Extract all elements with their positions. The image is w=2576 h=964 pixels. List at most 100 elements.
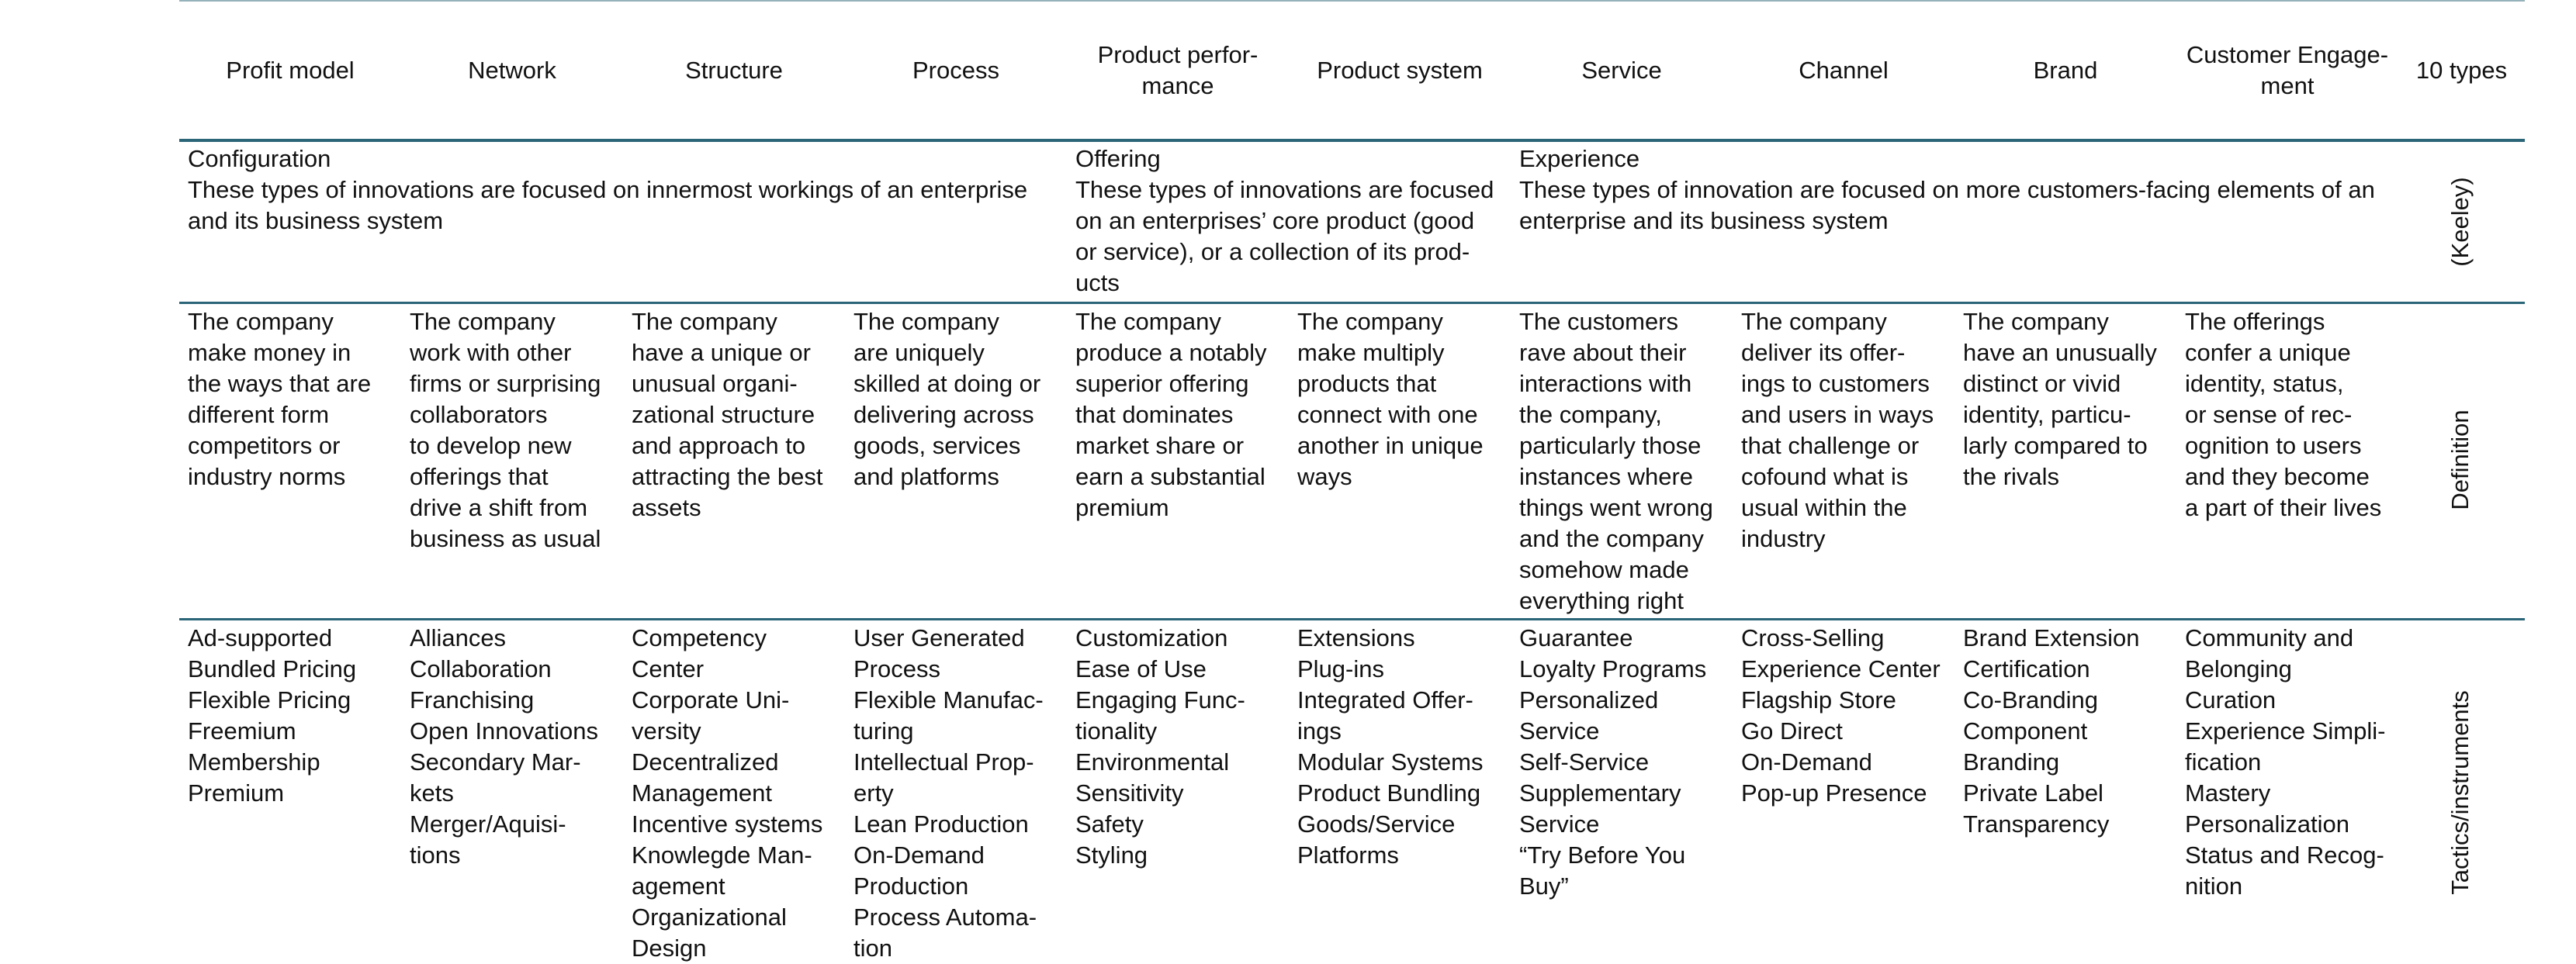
tactic-line: Incentive systems xyxy=(632,810,823,838)
definition-line: to develop new xyxy=(410,432,572,459)
tactic-line: erty xyxy=(853,779,894,807)
tactic-line: ings xyxy=(1297,717,1342,745)
tactic-line: Component xyxy=(1963,717,2088,745)
definition-line: connect with one xyxy=(1297,401,1478,428)
definition-line: identity, particu- xyxy=(1963,401,2131,428)
definition-line: The company xyxy=(1963,308,2109,335)
tactic-line: Flagship Store xyxy=(1741,686,1896,713)
definition-line: ways xyxy=(1297,463,1352,490)
definition-line: The company xyxy=(1741,308,1887,335)
header-cell: Process xyxy=(912,57,999,84)
side-label: Tactics/instruments xyxy=(2446,690,2474,895)
definition-line: superior offering xyxy=(1075,370,1249,397)
tactic-line: Cross-Selling xyxy=(1741,624,1885,651)
definition-line: larly compared to xyxy=(1963,432,2148,459)
tactic-line: Plug-ins xyxy=(1297,655,1384,682)
tactic-line: Bundled Pricing xyxy=(188,655,357,682)
definition-line: everything right xyxy=(1519,587,1684,614)
tactic-line: Environmental xyxy=(1075,748,1230,776)
tactic-line: kets xyxy=(410,779,454,807)
top-rule xyxy=(179,0,2525,2)
header-cell: Product system xyxy=(1317,57,1483,84)
definition-line: The company xyxy=(853,308,999,335)
definition-line: produce a notably xyxy=(1075,339,1267,366)
header-cell: ment xyxy=(2260,72,2315,99)
header-cell: Channel xyxy=(1799,57,1889,84)
definition-line: and platforms xyxy=(853,463,999,490)
tactic-line: Lean Production xyxy=(853,810,1029,838)
row-rule xyxy=(179,618,2525,620)
tactic-line: Product Bundling xyxy=(1297,779,1481,807)
tactic-line: nition xyxy=(2185,872,2243,900)
definition-line: The company xyxy=(1297,308,1443,335)
definition-line: attracting the best xyxy=(632,463,823,490)
tactic-line: Loyalty Programs xyxy=(1519,655,1707,682)
header-rule xyxy=(179,139,2525,142)
tactic-line: turing xyxy=(853,717,914,745)
definition-line: drive a shift from xyxy=(410,494,588,521)
tactic-line: Experience Simpli- xyxy=(2185,717,2386,745)
tactic-line: Co-Branding xyxy=(1963,686,2099,713)
group-text: and its business system xyxy=(188,207,444,234)
group-text: These types of innovation are focused on… xyxy=(1519,176,2375,203)
tactic-line: Collaboration xyxy=(410,655,552,682)
tactic-line: Personalization xyxy=(2185,810,2349,838)
tactic-line: fication xyxy=(2185,748,2262,776)
tactic-line: Freemium xyxy=(188,717,296,745)
tactic-line: Flexible Pricing xyxy=(188,686,351,713)
tactic-line: Mastery xyxy=(2185,779,2271,807)
tactic-line: tions xyxy=(410,841,461,869)
tactic-line: Safety xyxy=(1075,810,1144,838)
definition-line: rave about their xyxy=(1519,339,1687,366)
definition-line: products that xyxy=(1297,370,1437,397)
tactic-line: “Try Before You xyxy=(1519,841,1686,869)
tactic-line: Belonging xyxy=(2185,655,2292,682)
definition-line: identity, status, xyxy=(2185,370,2344,397)
tactic-line: Production xyxy=(853,872,969,900)
definition-line: goods, services xyxy=(853,432,1021,459)
tactic-line: Branding xyxy=(1963,748,2060,776)
definition-line: or sense of rec- xyxy=(2185,401,2353,428)
definition-line: make money in xyxy=(188,339,351,366)
definition-line: industry xyxy=(1741,525,1826,552)
definition-line: have an unusually xyxy=(1963,339,2157,366)
definition-line: delivering across xyxy=(853,401,1034,428)
tactic-line: Transparency xyxy=(1963,810,2110,838)
group-text: or service), or a collection of its prod… xyxy=(1075,238,1470,265)
header-cell: Brand xyxy=(2033,57,2098,84)
row-rule xyxy=(179,302,2525,304)
definition-line: the ways that are xyxy=(188,370,372,397)
definition-line: that challenge or xyxy=(1741,432,1920,459)
definition-line: instances where xyxy=(1519,463,1694,490)
tactic-line: Integrated Offer- xyxy=(1297,686,1473,713)
definition-line: skilled at doing or xyxy=(853,370,1041,397)
header-cell: Profit model xyxy=(226,57,355,84)
page: {"header":[["Profit model"],["Network"],… xyxy=(179,0,2525,962)
tactic-line: Decentralized xyxy=(632,748,779,776)
tactic-line: Organizational xyxy=(632,904,787,931)
tactic-line: Alliances xyxy=(410,624,507,651)
tactic-line: Experience Center xyxy=(1741,655,1941,682)
definition-line: and the company xyxy=(1519,525,1704,552)
definition-line: zational structure xyxy=(632,401,815,428)
tactic-line: Extensions xyxy=(1297,624,1415,651)
tactic-line: Buy” xyxy=(1519,872,1569,900)
definition-line: competitors or xyxy=(188,432,341,459)
definition-line: are uniquely xyxy=(853,339,985,366)
definition-line: assets xyxy=(632,494,701,521)
tactic-line: Modular Systems xyxy=(1297,748,1484,776)
side-label: Definition xyxy=(2446,409,2474,510)
definition-line: particularly those xyxy=(1519,432,1702,459)
tactic-line: On-Demand xyxy=(1741,748,1872,776)
definition-line: another in unique xyxy=(1297,432,1484,459)
tactic-line: Curation xyxy=(2185,686,2277,713)
tactic-line: Open Innovations xyxy=(410,717,599,745)
definition-line: ognition to users xyxy=(2185,432,2362,459)
definition-line: the rivals xyxy=(1963,463,2060,490)
group-text: enterprise and its business system xyxy=(1519,207,1889,234)
definition-line: The company xyxy=(632,308,777,335)
definition-line: The company xyxy=(410,308,556,335)
tactic-line: Competency xyxy=(632,624,767,651)
tactic-line: Secondary Mar- xyxy=(410,748,581,776)
definition-line: The offerings xyxy=(2185,308,2325,335)
